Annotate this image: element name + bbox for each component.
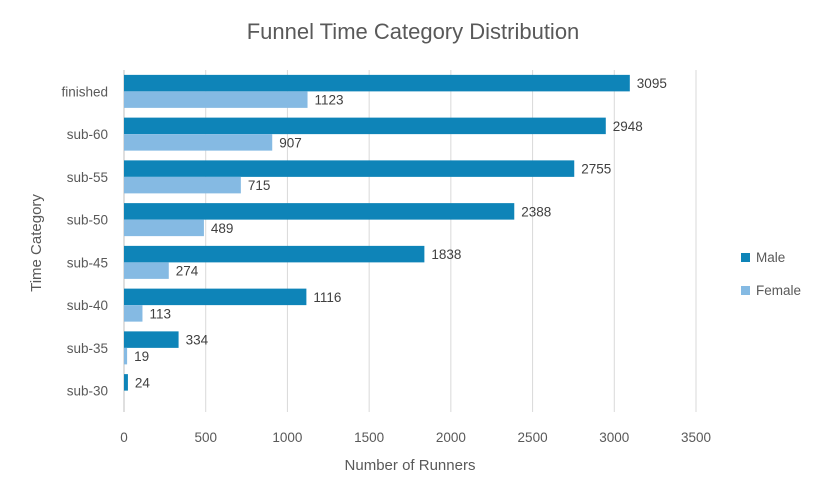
data-label: 274 — [176, 264, 199, 279]
y-tick-label: sub-45 — [67, 255, 108, 270]
data-label: 2755 — [581, 162, 611, 177]
data-label: 489 — [211, 221, 234, 236]
x-tick-label: 3500 — [681, 430, 711, 445]
y-axis-title: Time Category — [28, 194, 45, 292]
y-tick-label: sub-35 — [67, 341, 108, 356]
data-label: 2948 — [613, 119, 643, 134]
bar-male — [124, 160, 575, 177]
data-label: 3095 — [637, 76, 667, 91]
bar-male — [124, 288, 307, 306]
bar-male — [124, 74, 630, 92]
y-axis-ticks: finished sub-60 sub-55 sub-50 sub-45 sub-40 su… — [61, 84, 108, 398]
bar-female — [124, 134, 273, 151]
bar-male — [124, 117, 606, 135]
data-label: 24 — [135, 375, 151, 390]
data-label: 1116 — [313, 290, 341, 305]
bar-male — [124, 245, 425, 263]
x-tick-label: 1000 — [272, 430, 302, 445]
x-axis-ticks: 0 500 1000 1500 2000 2500 3000 3500 — [120, 430, 711, 445]
legend-label: Male — [756, 250, 785, 265]
data-label: 1123 — [315, 93, 344, 108]
bar-male — [124, 331, 179, 348]
y-tick-label: finished — [61, 84, 108, 99]
bar-female — [124, 347, 128, 365]
bar-female — [124, 305, 143, 322]
data-label: 334 — [186, 333, 209, 348]
data-label: 19 — [134, 349, 149, 364]
x-axis-title: Number of Runners — [345, 457, 476, 474]
bar-female — [124, 219, 204, 237]
y-tick-label: sub-60 — [67, 127, 108, 142]
bar-male — [124, 203, 515, 220]
data-labels: 3095 1123 2948 907 2755 715 2388 489 1838 274 1116… — [134, 76, 667, 390]
legend-label: Female — [756, 283, 801, 298]
data-label: 715 — [248, 178, 271, 193]
legend: Male Female — [741, 250, 801, 298]
y-tick-label: sub-55 — [67, 170, 108, 185]
x-tick-label: 3000 — [599, 430, 629, 445]
x-tick-label: 0 — [120, 430, 128, 445]
data-label: 1838 — [431, 247, 461, 262]
legend-swatch — [741, 286, 750, 295]
legend-swatch — [741, 253, 750, 262]
bar-female — [124, 262, 169, 279]
bar-male — [124, 374, 128, 391]
chart-title: Funnel Time Category Distribution — [247, 19, 580, 44]
x-tick-label: 2500 — [518, 430, 548, 445]
data-label: 113 — [149, 306, 171, 321]
x-tick-label: 1500 — [354, 430, 384, 445]
y-tick-label: sub-30 — [67, 384, 108, 399]
data-label: 2388 — [521, 204, 551, 219]
bar-female — [124, 91, 308, 108]
bars — [124, 74, 630, 391]
x-tick-label: 500 — [194, 430, 217, 445]
y-tick-label: sub-40 — [67, 298, 108, 313]
x-tick-label: 2000 — [436, 430, 466, 445]
bar-female — [124, 176, 241, 194]
data-label: 907 — [279, 135, 302, 150]
y-tick-label: sub-50 — [67, 213, 108, 228]
